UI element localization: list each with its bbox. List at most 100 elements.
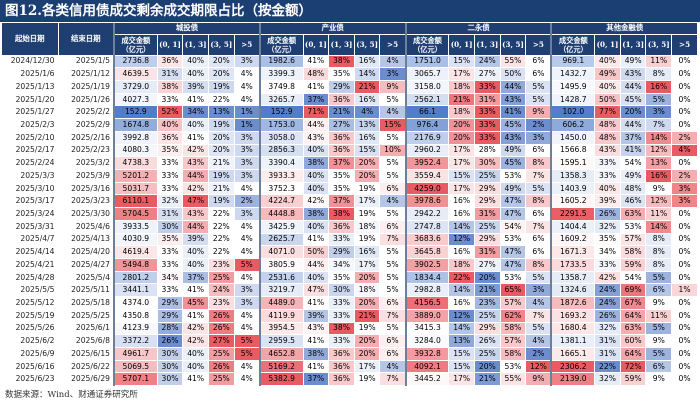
cell-g0-c4: 2% [234, 194, 261, 209]
cell-end-date: 2025/6/29 [58, 372, 115, 387]
cell-g2-c1: 17% [448, 372, 475, 387]
cell-g1-c1: 37% [303, 372, 330, 387]
cell-g2-c4: 2% [525, 347, 553, 361]
cell-start-date: 2025/4/21 [2, 258, 59, 272]
cell-g2-c2: 27% [474, 258, 501, 272]
table-row: 2025/3/24 2025/3/30 5704.5 31% 43% 22% 3% 4448.… [2, 207, 698, 221]
cell-g1-c4: 5% [379, 322, 407, 336]
cell-g3-c4: 0% [671, 93, 698, 107]
cell-g0-c0: 4738.3 [114, 156, 158, 170]
cell-g3-c2: 48% [620, 182, 647, 196]
cell-g0-c0: 4080.3 [114, 144, 158, 158]
cell-g3-c2: 59% [620, 372, 647, 387]
cell-g2-c1: 17% [448, 182, 475, 196]
cell-g2-c2: 29% [474, 322, 501, 336]
cell-g2-c1: 16% [448, 245, 475, 259]
cell-g0-c3: 25% [208, 271, 235, 285]
cell-g3-c4: 0% [671, 67, 698, 81]
cell-g1-c0: 2959.5 [259, 334, 304, 349]
cell-g3-c4: 3% [671, 182, 698, 196]
cell-g3-c1: 48% [594, 118, 621, 132]
cell-g1-c1: 47% [303, 283, 330, 298]
cell-g0-c4: 4% [234, 220, 261, 234]
cell-g2-c1: 18% [448, 80, 475, 94]
cell-g2-c1: 17% [448, 144, 475, 158]
header-group-chengtou: 城投债 [114, 23, 261, 35]
cell-g1-c3: 21% [354, 309, 381, 323]
cell-g2-c2: 29% [474, 182, 501, 196]
subheader-g3-c1: (0, 1] [594, 34, 621, 56]
cell-g0-c3: 24% [208, 283, 235, 298]
table-row: 2025/3/10 2025/3/16 5031.7 33% 42% 21% 4% 3752.… [2, 182, 698, 196]
cell-g0-c2: 42% [182, 334, 209, 349]
cell-g0-c0: 4639.5 [114, 67, 158, 81]
cell-g3-c4: 0% [671, 233, 698, 247]
cell-g0-c0: 3729.0 [114, 80, 158, 94]
table-row: 2025/1/6 2025/1/12 4639.5 31% 40% 20% 4% 3399.3… [2, 67, 698, 81]
cell-g1-c4: 7% [379, 309, 407, 323]
cell-g1-c1: 44% [303, 118, 330, 132]
cell-g1-c1: 48% [303, 67, 330, 81]
cell-g3-c3: 11% [645, 309, 673, 323]
cell-g0-c2: 41% [182, 131, 209, 145]
cell-g1-c2: 38% [328, 322, 355, 336]
cell-g2-c4: 12% [525, 360, 553, 374]
cell-g3-c0: 2139.0 [551, 372, 596, 387]
table-row: 2025/2/24 2025/3/2 4738.3 33% 43% 21% 3% 3390.4… [2, 156, 698, 170]
cell-g2-c3: 53% [500, 271, 527, 285]
cell-g2-c1: 18% [448, 258, 475, 272]
cell-g1-c0: 1753.0 [259, 118, 304, 132]
cell-g3-c3: 8% [645, 245, 673, 259]
cell-g2-c2: 25% [474, 220, 501, 234]
cell-g2-c4: 5% [525, 80, 553, 94]
cell-g0-c0: 6110.1 [114, 194, 158, 209]
cell-g0-c3: 26% [208, 322, 235, 336]
cell-g3-c3: 5% [645, 271, 673, 285]
cell-g1-c0: 3058.0 [259, 131, 304, 145]
cell-end-date: 2025/4/20 [58, 245, 115, 259]
cell-g2-c2: 29% [474, 194, 501, 209]
cell-g2-c3: 55% [500, 372, 527, 387]
cell-g1-c3: 17% [354, 258, 381, 272]
cell-g1-c0: 5169.2 [259, 360, 304, 374]
cell-g3-c2: 72% [620, 360, 647, 374]
cell-g1-c3: 19% [354, 372, 381, 387]
cell-g2-c2: 33% [474, 131, 501, 145]
cell-g2-c2: 33% [474, 105, 501, 120]
table-row: 2024/12/30 2025/1/5 2736.8 36% 40% 20% 3% 1982.… [2, 55, 698, 69]
cell-g2-c0: 3284.0 [405, 334, 450, 349]
subheader-g3-c0: 成交金额（亿元） [551, 34, 596, 56]
cell-g3-c3: 8% [645, 258, 673, 272]
cell-g0-c3: 21% [208, 182, 235, 196]
cell-g1-c2: 33% [328, 233, 355, 247]
cell-g3-c2: 43% [620, 67, 647, 81]
cell-g3-c1: 32% [594, 220, 621, 234]
cell-g1-c2: 36% [328, 372, 355, 387]
cell-g0-c3: 25% [208, 372, 235, 387]
cell-g3-c0: 1595.1 [551, 156, 596, 170]
cell-g2-c4: 8% [525, 156, 553, 170]
cell-g1-c1: 41% [303, 296, 330, 310]
cell-start-date: 2025/2/17 [2, 144, 59, 158]
cell-g1-c3: 19% [354, 207, 381, 221]
cell-g3-c2: 59% [620, 258, 647, 272]
cell-g0-c1: 33% [157, 258, 184, 272]
cell-g3-c1: 34% [594, 245, 621, 259]
cell-g0-c3: 21% [208, 156, 235, 170]
cell-start-date: 2025/2/10 [2, 131, 59, 145]
cell-g2-c4: 6% [525, 144, 553, 158]
cell-g0-c1: 32% [157, 194, 184, 209]
cell-g3-c4: 0% [671, 80, 698, 94]
cell-end-date: 2025/2/23 [58, 144, 115, 158]
cell-g2-c3: 57% [500, 296, 527, 310]
table-row: 2025/1/20 2025/1/26 4027.3 33% 41% 22% 4% 3265.… [2, 93, 698, 107]
cell-g1-c2: 36% [328, 131, 355, 145]
cell-g3-c3: 9% [645, 334, 673, 349]
cell-g1-c1: 71% [303, 105, 330, 120]
table-row: 2025/6/23 2025/6/29 5707.1 30% 41% 25% 4% 5382.… [2, 372, 698, 387]
cell-g0-c0: 4619.4 [114, 245, 158, 259]
cell-g2-c1: 22% [448, 271, 475, 285]
cell-g2-c2: 31% [474, 245, 501, 259]
cell-g2-c0: 1834.4 [405, 271, 450, 285]
cell-g2-c3: 49% [500, 144, 527, 158]
